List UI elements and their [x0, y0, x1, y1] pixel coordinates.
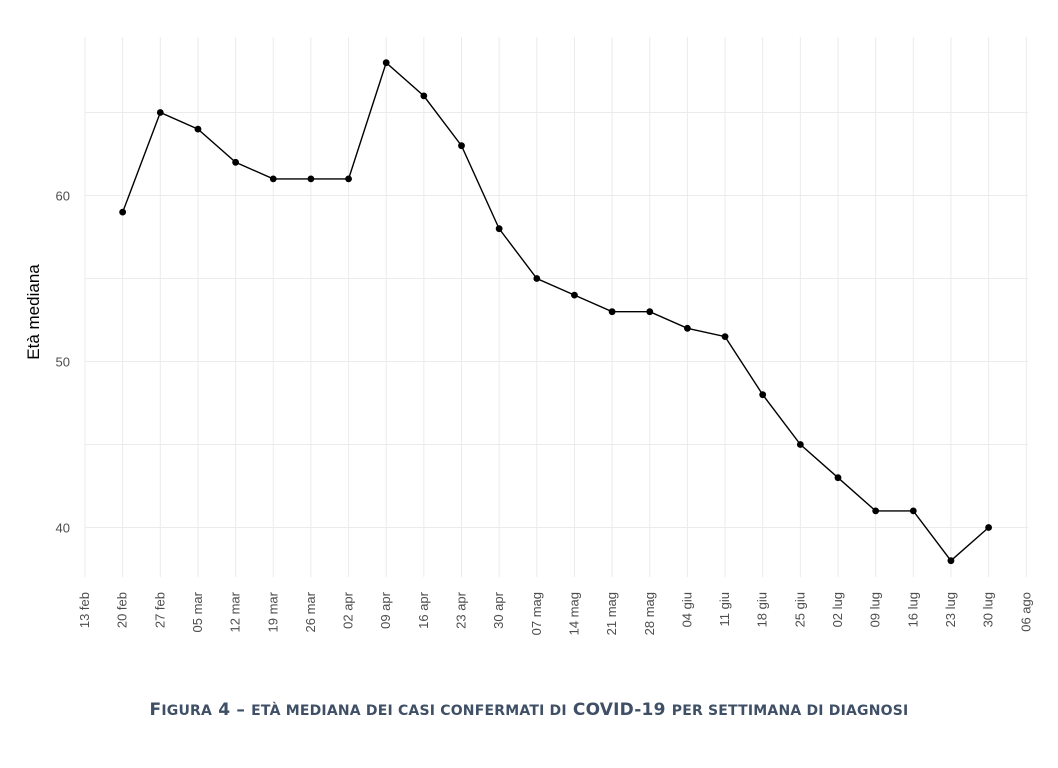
data-point: [232, 158, 240, 166]
x-tick-label: 09 apr: [378, 591, 393, 629]
data-point: [495, 225, 503, 233]
x-tick-label: 16 apr: [416, 591, 431, 629]
y-tick-label: 40: [56, 521, 70, 536]
data-point: [684, 324, 691, 332]
x-tick-label: 26 mar: [303, 591, 318, 632]
x-tick-label: 05 mar: [190, 591, 205, 632]
y-axis-label: Età mediana: [24, 264, 43, 360]
data-point: [194, 125, 202, 133]
data-point: [119, 208, 127, 216]
x-tick-label: 27 feb: [152, 592, 167, 628]
x-tick-label: 13 feb: [77, 592, 92, 628]
data-point: [759, 391, 767, 399]
x-tick-label: 02 apr: [341, 591, 356, 629]
caption-lead-letter: F: [149, 700, 162, 720]
data-point: [721, 333, 729, 340]
data-point: [608, 308, 616, 316]
x-tick-label: 20 feb: [115, 592, 130, 628]
data-point: [796, 441, 804, 448]
data-point: [947, 557, 955, 565]
data-point: [646, 308, 654, 316]
data-point: [156, 109, 164, 116]
x-tick-label: 30 apr: [491, 591, 506, 629]
data-point: [834, 474, 842, 482]
data-point: [571, 291, 578, 299]
x-tick-label: 21 mag: [604, 592, 619, 635]
caption-number: 4 –: [218, 700, 246, 720]
series-line: [122, 61, 990, 562]
x-tick-label: 30 lug: [981, 592, 996, 627]
data-point: [533, 275, 541, 282]
y-tick-label: 50: [56, 355, 70, 370]
x-tick-label: 16 lug: [905, 592, 920, 627]
caption-lead-rest: IGURA: [161, 703, 213, 719]
data-point: [985, 524, 992, 531]
y-tick-label: 60: [56, 189, 70, 204]
data-point: [872, 507, 880, 515]
data-point: [909, 507, 917, 515]
grid-lines: [84, 37, 1028, 577]
caption-text-1: ETÀ MEDIANA DEI CASI CONFERMATI DI: [251, 703, 567, 719]
x-tick-label: 07 mag: [529, 592, 544, 635]
series-points: [119, 59, 992, 565]
caption-text-2: PER SETTIMANA DI DIAGNOSI: [671, 703, 909, 719]
data-point: [269, 175, 277, 183]
x-tick-label: 28 mag: [642, 592, 657, 635]
data-point: [382, 59, 390, 67]
x-tick-label: 23 lug: [943, 592, 958, 627]
x-tick-label: 14 mag: [566, 592, 581, 635]
chart-canvas: 40 50 60 13 feb 20 feb 27 feb 05 mar 12 mar 19 …: [24, 37, 1033, 635]
x-tick-label: 02 lug: [830, 592, 845, 627]
data-point: [420, 92, 428, 100]
figure-caption: FIGURA 4 – ETÀ MEDIANA DEI CASI CONFERMA…: [0, 700, 1058, 720]
x-tick-label: 18 giu: [755, 592, 770, 627]
x-tick-label: 11 giu: [717, 592, 732, 626]
x-tick-label: 04 giu: [679, 592, 694, 627]
x-tick-label: 19 mar: [265, 591, 280, 632]
data-point: [458, 142, 465, 150]
x-tick-label: 12 mar: [228, 591, 243, 632]
x-tick-label: 06 ago: [1018, 592, 1033, 632]
x-axis-ticks: 13 feb 20 feb 27 feb 05 mar 12 mar 19 mar 26 m…: [77, 591, 1033, 635]
data-point: [307, 175, 315, 183]
x-tick-label: 25 giu: [792, 592, 807, 627]
caption-highlight: COVID-19: [572, 700, 666, 720]
x-tick-label: 23 apr: [454, 591, 469, 629]
x-tick-label: 09 lug: [868, 592, 883, 627]
y-axis-ticks: 40 50 60: [56, 189, 70, 536]
data-point: [345, 175, 352, 183]
